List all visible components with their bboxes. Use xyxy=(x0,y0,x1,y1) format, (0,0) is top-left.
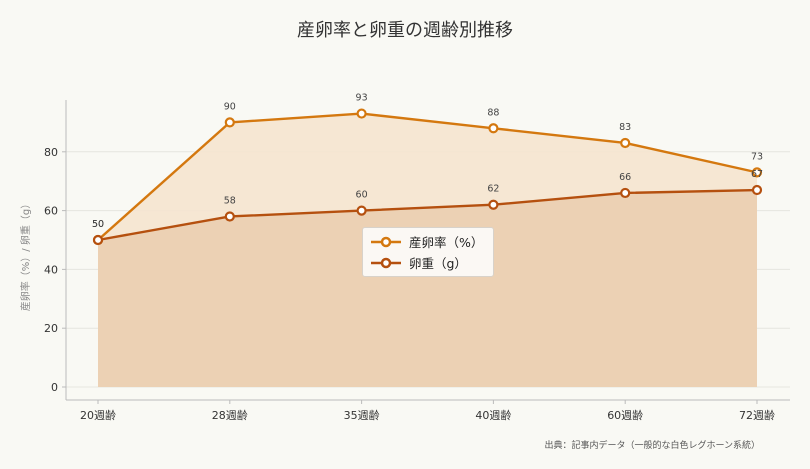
series-1-label-2: 60 xyxy=(356,190,368,201)
series-area-1 xyxy=(98,190,757,387)
series-0-point-2 xyxy=(356,108,367,119)
series-1-label-1: 58 xyxy=(224,195,236,206)
chart-title: 産卵率と卵重の週齢別推移 xyxy=(297,20,513,41)
series-0-label-1: 90 xyxy=(224,101,236,112)
series-0-label-3: 88 xyxy=(487,107,499,118)
series-1-label-0: 50 xyxy=(92,219,104,230)
series-lines xyxy=(97,112,758,242)
series-1-point-2 xyxy=(356,205,367,216)
series-markers xyxy=(92,108,763,246)
x-tick-label-0: 20週齢 xyxy=(80,408,116,422)
series-1-label-3: 62 xyxy=(487,184,499,195)
legend-item-egg-weight: 卵重（g） xyxy=(369,252,483,273)
y-tick-label-0: 0 xyxy=(51,381,58,394)
y-tick-label-20: 20 xyxy=(44,322,58,335)
series-0-label-0: 50 xyxy=(92,219,104,230)
tick-labels: 0 20 40 60 80 20週齢 28週齢 35週齢 40週齢 60週齢 72週齢 xyxy=(44,146,775,422)
y-tick-label-60: 60 xyxy=(44,205,58,218)
legend-label-egg-rate: 産卵率（%） xyxy=(409,235,484,250)
series-1-point-3 xyxy=(488,199,499,210)
series-line-0 xyxy=(97,112,758,241)
series-0-point-1 xyxy=(224,117,235,128)
y-tick-label-40: 40 xyxy=(44,263,58,276)
series-1-point-4 xyxy=(620,187,631,199)
axes xyxy=(65,100,790,401)
legend-item-egg-rate: 産卵率（%） xyxy=(369,231,483,252)
legend-swatch-egg-weight xyxy=(371,257,401,268)
x-tick-label-5: 72週齢 xyxy=(739,408,775,422)
x-tick-label-1: 28週齢 xyxy=(212,408,248,422)
legend-swatch-egg-rate xyxy=(371,236,401,247)
series-0-label-4: 83 xyxy=(619,122,631,133)
y-tick-label-80: 80 xyxy=(44,146,58,159)
x-tick-label-2: 35週齢 xyxy=(344,408,380,422)
legend: 産卵率（%） 卵重（g） xyxy=(362,227,495,277)
series-1-label-5: 67 xyxy=(751,169,763,180)
series-0-point-5 xyxy=(751,167,763,178)
series-1-point-0 xyxy=(92,234,104,246)
legend-label-egg-weight: 卵重（g） xyxy=(409,256,467,271)
y-axis-title: 産卵率（%）/ 卵重（g） xyxy=(19,199,32,311)
series-0-label-5: 73 xyxy=(751,151,763,162)
series-0-point-3 xyxy=(488,123,499,134)
x-tick-label-4: 60週齢 xyxy=(607,408,643,422)
source-note: 出典：記事内データ（一般的な白色レグホーン系統） xyxy=(544,441,760,451)
series-1-label-4: 66 xyxy=(619,172,631,183)
series-1-point-5 xyxy=(751,184,763,196)
series-0-label-2: 93 xyxy=(356,93,368,104)
series-0-point-4 xyxy=(620,137,631,149)
series-1-point-1 xyxy=(224,211,235,222)
x-tick-label-3: 40週齢 xyxy=(475,408,511,422)
series-line-1 xyxy=(97,188,758,242)
